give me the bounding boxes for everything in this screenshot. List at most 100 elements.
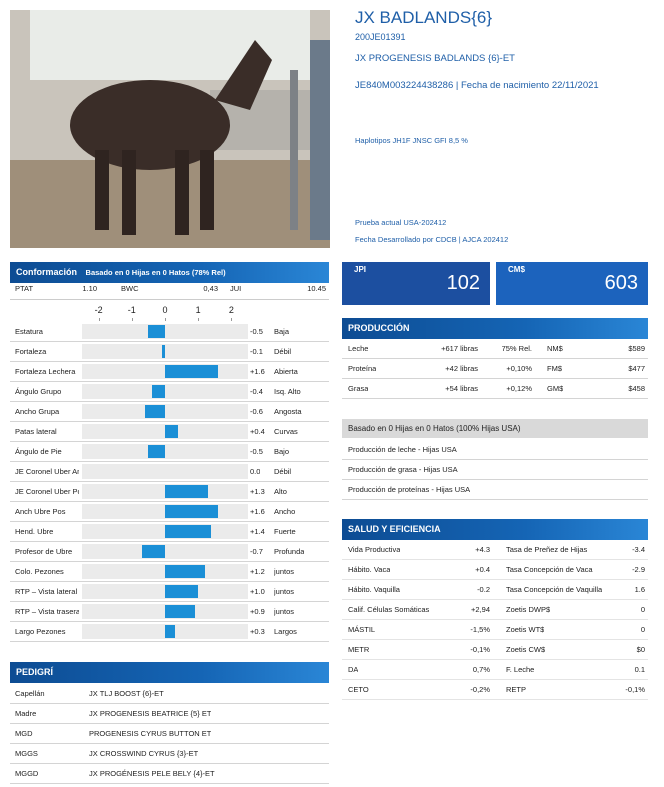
trait-descriptor: Ancho: [274, 507, 296, 516]
trait-row: [10, 562, 329, 582]
production-cell: +0,12%: [506, 384, 532, 393]
health-cell: -0,2%: [470, 685, 490, 694]
trait-bar: [148, 325, 165, 338]
health-cell: RETP: [506, 685, 527, 694]
trait-name: Largo Pezones: [15, 627, 66, 636]
section-header: SALUD Y EFICIENCIA: [342, 519, 648, 540]
trait-name: Anch Ubre Pos: [15, 507, 66, 516]
production-cell: $589: [628, 344, 645, 353]
daughters-text: Producción de proteínas - Hijas USA: [348, 485, 471, 494]
bar-track: [82, 444, 248, 459]
pedigree-name: JX PROGENESIS BEATRICE {5} ET: [89, 709, 212, 718]
bar-track: [82, 544, 248, 559]
trait-name: Hend. Ubre: [15, 527, 54, 536]
production-row: [342, 339, 648, 359]
trait-descriptor: juntos: [274, 607, 295, 616]
daughters-header: Basado en 0 Hijas en 0 Hatos (100% Hijas…: [342, 419, 648, 438]
trait-name: Profesor de Ubre: [15, 547, 73, 556]
trait-bar: [151, 385, 165, 398]
trait-value: -0.1: [250, 347, 263, 356]
trait-value: +0.9: [250, 607, 265, 616]
health-row: [342, 540, 648, 560]
developed: Fecha Desarrollado por CDCB | AJCA 20241…: [355, 235, 509, 244]
trait-row: [10, 582, 329, 602]
trait-row: [10, 542, 329, 562]
production-row: [342, 359, 648, 379]
scale-tick: [165, 318, 166, 321]
trait-bar: [165, 625, 175, 638]
health-cell: DA: [348, 665, 359, 674]
trait-row: [10, 342, 329, 362]
pedigree-name: PROGENESIS CYRUS BUTTON ET: [89, 729, 212, 738]
pedigree-role: Madre: [15, 709, 37, 718]
health-cell: Zoetis DWP$: [506, 605, 551, 614]
trait-value: -0.6: [250, 407, 263, 416]
test: Prueba actual USA-202412: [355, 218, 447, 227]
bar-track: [82, 344, 248, 359]
trait-name: Ángulo de Pie: [15, 447, 62, 456]
trait-descriptor: Largos: [274, 627, 297, 636]
health-row: [342, 580, 648, 600]
daughters-row: [342, 460, 648, 480]
scale-tick-label: -2: [94, 305, 103, 315]
trait-name: JE Coronel Uber An: [15, 467, 79, 476]
divider: [10, 299, 329, 300]
trait-row: [10, 442, 329, 462]
trait-bar: [148, 445, 165, 458]
trait-row: [10, 362, 329, 382]
trait-bar: [165, 585, 199, 598]
pedigree-row: [10, 744, 329, 764]
trait-value: +1.6: [250, 367, 265, 376]
trait-bar: [165, 565, 205, 578]
production-cell: FM$: [547, 364, 562, 373]
production-cell: Proteína: [348, 364, 377, 373]
production-cell: $458: [628, 384, 645, 393]
trait-bar: [165, 425, 179, 438]
production-cell: GM$: [547, 384, 564, 393]
health-row: [342, 680, 648, 700]
health-cell: 0: [640, 605, 645, 614]
health-cell: -1,5%: [470, 625, 490, 634]
trait-value: -0.7: [250, 547, 263, 556]
trait-value: +1.2: [250, 567, 265, 576]
bar-track: [82, 384, 248, 399]
trait-bar: [165, 525, 212, 538]
health-cell: -0,1%: [625, 685, 645, 694]
trait-name: Estatura: [15, 327, 43, 336]
health-cell: -0,1%: [470, 645, 490, 654]
trait-bar: [161, 345, 165, 358]
production-cell: +617 libras: [441, 344, 478, 353]
trait-value: -0.5: [250, 447, 263, 456]
trait-descriptor: Isq. Alto: [274, 387, 301, 396]
summary-label: JUI: [230, 284, 242, 293]
health-cell: +0.4: [475, 565, 490, 574]
summary-label: BWC: [121, 284, 139, 293]
pedigree-row: [10, 764, 329, 784]
health-cell: $0: [636, 645, 645, 654]
section-header: PRODUCCIÓN: [342, 318, 648, 339]
daughters-row: [342, 440, 648, 460]
trait-descriptor: Débil: [274, 467, 292, 476]
trait-name: Ángulo Grupo: [15, 387, 62, 396]
trait-name: Fortaleza Lechera: [15, 367, 76, 376]
bar-track: [82, 404, 248, 419]
pedigree-row: [10, 684, 329, 704]
production-cell: 75% Rel.: [501, 344, 532, 353]
code: 200JE01391: [355, 32, 406, 42]
health-cell: Tasa Concepción de Vaca: [506, 565, 593, 574]
trait-row: [10, 522, 329, 542]
trait-row: [10, 322, 329, 342]
bar-track: [82, 324, 248, 339]
production-cell: Leche: [348, 344, 369, 353]
scale-tick-label: -1: [127, 305, 136, 315]
health-cell: Tasa de Preñez de Hijas: [506, 545, 588, 554]
trait-bar: [165, 505, 219, 518]
pedigree-name: JX CROSSWIND CYRUS {3}-ET: [89, 749, 199, 758]
trait-bar: [145, 405, 165, 418]
trait-descriptor: Fuerte: [274, 527, 296, 536]
trait-descriptor: Profunda: [274, 547, 305, 556]
trait-descriptor: Débil: [274, 347, 292, 356]
scale-tick-label: 0: [162, 305, 168, 315]
pedigree-name: JX TLJ BOOST {6}-ET: [89, 689, 164, 698]
